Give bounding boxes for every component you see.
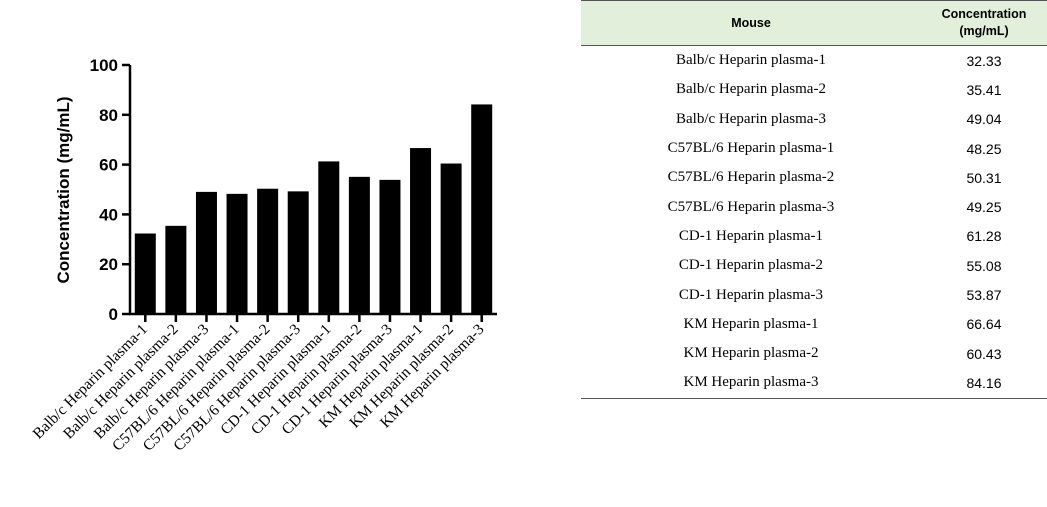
bar: [471, 104, 493, 315]
y-tick-label: 0: [109, 305, 118, 324]
concentration-cell: 61.28: [966, 228, 1002, 245]
y-tick-labels: 0 20 40 60 80 100: [90, 56, 118, 324]
table-row: CD-1 Heparin plasma-1 61.28: [581, 222, 1047, 251]
bar: [257, 188, 279, 314]
mouse-cell: CD-1 Heparin plasma-1: [678, 227, 824, 244]
concentration-cell: 49.04: [966, 111, 1002, 128]
header-mouse: Mouse: [581, 0, 921, 46]
table-row: Balb/c Heparin plasma-2 35.41: [581, 75, 1047, 104]
bar: [134, 233, 156, 314]
mouse-cell: Balb/c Heparin plasma-1: [676, 52, 826, 69]
header-concentration: Concentration (mg/mL): [921, 0, 1047, 46]
y-tick-label: 40: [99, 205, 118, 224]
table-header-row: Mouse Concentration (mg/mL): [581, 0, 1047, 46]
concentration-cell: 55.08: [966, 257, 1002, 274]
table-row: C57BL/6 Heparin plasma-1 48.25: [581, 134, 1047, 163]
mouse-cell: CD-1 Heparin plasma-3: [678, 286, 824, 303]
mouse-cell: C57BL/6 Heparin plasma-3: [667, 198, 835, 215]
mouse-cell: Balb/c Heparin plasma-2: [676, 81, 826, 98]
bar: [195, 191, 217, 314]
bar: [226, 193, 248, 314]
mouse-cell: KM Heparin plasma-1: [683, 315, 819, 332]
concentration-cell: 35.41: [966, 81, 1002, 98]
table-row: CD-1 Heparin plasma-2 55.08: [581, 251, 1047, 280]
mouse-cell: KM Heparin plasma-2: [683, 345, 819, 362]
y-tick-label: 80: [99, 106, 118, 125]
bar: [410, 148, 432, 314]
concentration-cell: 49.25: [966, 199, 1002, 216]
mouse-cell: C57BL/6 Heparin plasma-1: [667, 140, 835, 157]
table-row: CD-1 Heparin plasma-3 53.87: [581, 280, 1047, 309]
chart-bars: [134, 104, 493, 315]
table-row: C57BL/6 Heparin plasma-3 49.25: [581, 192, 1047, 221]
table-row: KM Heparin plasma-2 60.43: [581, 339, 1047, 368]
header-concentration-unit: (mg/mL): [959, 24, 1009, 38]
table-row: Balb/c Heparin plasma-3 49.04: [581, 105, 1047, 134]
bar-chart: 0 20 40 60 80 100 Balb/c Heparin plasma-1Balb…: [30, 56, 497, 455]
bar: [165, 225, 187, 314]
concentration-cell: 53.87: [966, 287, 1002, 304]
table-row: Balb/c Heparin plasma-1 32.33: [581, 46, 1047, 76]
bar: [348, 176, 370, 314]
table-body: Balb/c Heparin plasma-1 32.33 Balb/c Hepar…: [581, 46, 1047, 399]
y-tick-label: 100: [90, 56, 118, 75]
y-tick-label: 20: [99, 255, 118, 274]
concentration-cell: 50.31: [966, 169, 1002, 186]
y-axis-label: Concentration (mg/mL): [54, 97, 73, 284]
chart-axes: [122, 63, 497, 322]
table-row: KM Heparin plasma-1 66.64: [581, 310, 1047, 339]
concentration-cell: 84.16: [921, 368, 1047, 399]
concentration-cell: 66.64: [966, 316, 1002, 333]
mouse-cell: KM Heparin plasma-3: [581, 368, 921, 399]
bar: [379, 179, 401, 314]
mouse-cell: C57BL/6 Heparin plasma-2: [667, 169, 835, 186]
concentration-cell: 32.33: [966, 52, 1002, 69]
mouse-cell: CD-1 Heparin plasma-2: [678, 257, 824, 274]
bar: [318, 161, 340, 314]
concentration-cell: 48.25: [966, 140, 1002, 157]
bar: [287, 191, 309, 314]
y-tick-label: 60: [99, 156, 118, 175]
table-row: C57BL/6 Heparin plasma-2 50.31: [581, 163, 1047, 192]
header-concentration-line1: Concentration: [941, 7, 1027, 21]
concentration-cell: 60.43: [966, 345, 1002, 362]
mouse-cell: Balb/c Heparin plasma-3: [676, 110, 826, 127]
table-row: KM Heparin plasma-3 84.16: [581, 368, 1047, 399]
concentration-table: Mouse Concentration (mg/mL) Balb/c Hepar…: [581, 0, 1047, 399]
bar: [440, 163, 462, 314]
